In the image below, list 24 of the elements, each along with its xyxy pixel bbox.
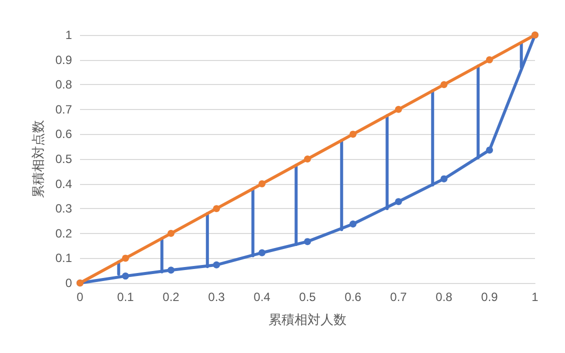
- y-axis-title: 累積相対点数: [30, 120, 46, 198]
- y-tick-label: 0.3: [55, 202, 72, 216]
- y-tick-label: 0.1: [55, 251, 72, 266]
- x-tick-label: 0.7: [390, 290, 408, 304]
- y-tick-label: 0.6: [55, 127, 72, 142]
- y-tick-label: 1: [65, 28, 72, 42]
- y-tick-label: 0.4: [55, 176, 72, 191]
- y-tick-label: 0.7: [55, 102, 72, 116]
- y-tick-label: 0.8: [55, 78, 72, 92]
- x-tick-label: 0.5: [299, 290, 316, 304]
- x-tick-label: 0: [76, 290, 84, 304]
- x-tick-label: 0.3: [208, 290, 226, 304]
- x-tick-label: 1: [532, 290, 539, 304]
- x-tick-label: 0.4: [254, 290, 271, 304]
- y-tick-label: 0.2: [55, 226, 72, 240]
- x-axis-title: 累積相対人数: [268, 312, 346, 327]
- x-tick-label: 0.6: [344, 290, 362, 304]
- x-tick-label: 0.1: [117, 290, 134, 304]
- y-tick-label: 0.5: [55, 152, 72, 166]
- x-tick-label: 0.2: [162, 290, 180, 304]
- x-tick-label: 0.9: [481, 290, 498, 304]
- y-tick-label: 0.9: [55, 52, 72, 67]
- y-tick-label: 0: [65, 276, 72, 290]
- x-tick-label: 0.8: [436, 290, 453, 304]
